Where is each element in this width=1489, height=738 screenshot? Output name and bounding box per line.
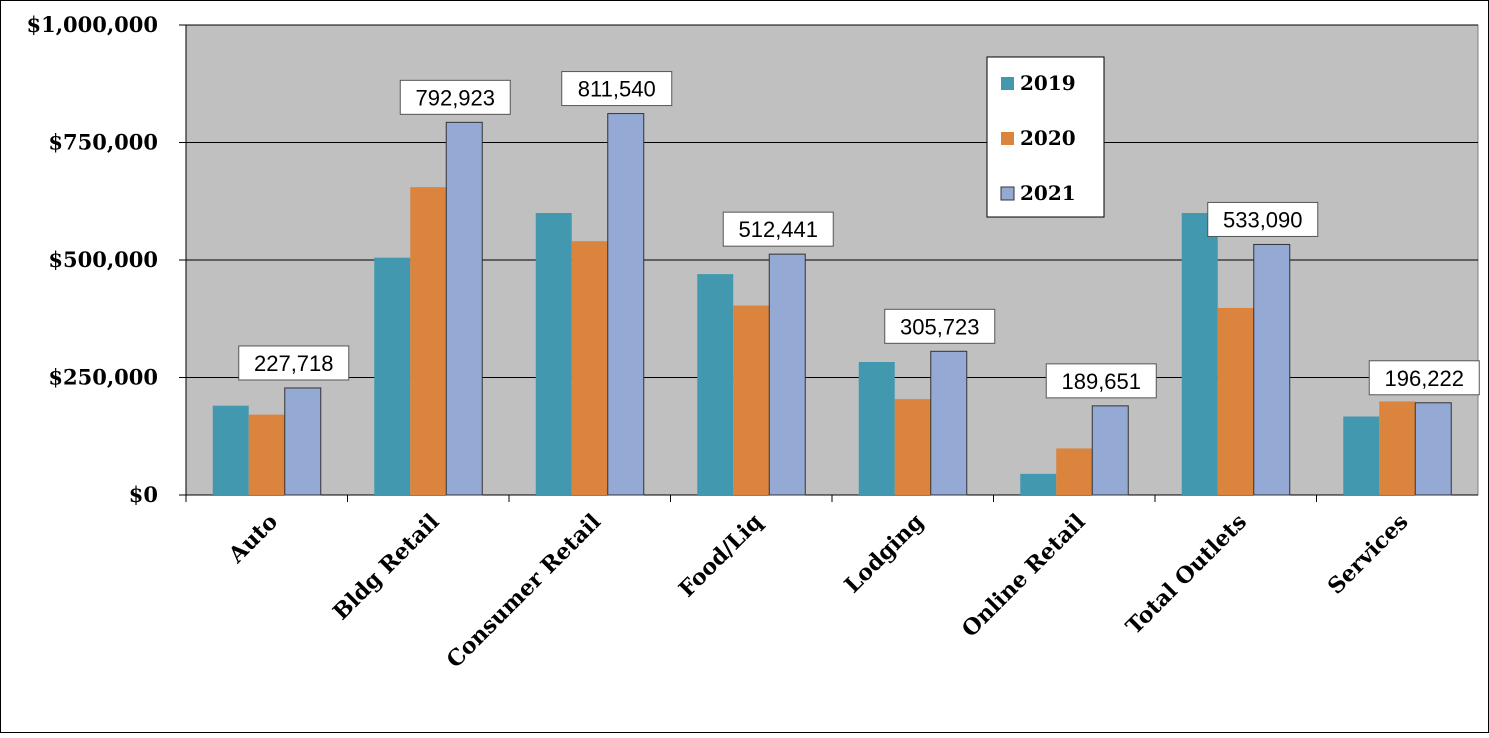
data-label-box	[1045, 363, 1157, 399]
data-label-box	[1207, 201, 1319, 237]
y-tick-label: $500,000	[48, 247, 158, 272]
bar-2020-bldg-retail	[410, 187, 447, 495]
bar-2019-auto	[212, 405, 249, 495]
bar-2021-auto	[284, 387, 322, 496]
bar-2021-bldg-retail	[445, 121, 483, 496]
data-label: 792,923	[415, 85, 495, 110]
data-label: 512,441	[738, 217, 818, 242]
bar-2021-services	[1414, 402, 1452, 496]
data-label: 227,718	[254, 351, 334, 376]
legend-swatch-2021	[1000, 186, 1015, 201]
bar-2021-food-liq	[768, 253, 806, 496]
bar-2019-services	[1343, 416, 1380, 495]
data-label-box	[238, 345, 350, 381]
bar-2019-online-retail	[1020, 473, 1057, 495]
bar-2021-consumer-retail	[607, 113, 645, 496]
y-tick-label: $750,000	[48, 130, 158, 155]
data-label: 189,651	[1061, 369, 1141, 394]
data-label: 305,723	[900, 314, 980, 339]
y-tick-label: $0	[129, 482, 158, 507]
bar-2019-consumer-retail	[535, 213, 572, 495]
bar-2019-lodging	[858, 361, 895, 495]
legend-swatch-2020	[1001, 132, 1014, 145]
data-label-box	[1368, 360, 1480, 396]
bar-2021-online-retail	[1091, 405, 1129, 496]
y-tick-label: $1,000,000	[26, 12, 158, 37]
bar-2020-consumer-retail	[571, 241, 608, 495]
data-label: 811,540	[578, 77, 656, 102]
bar-2020-food-liq	[733, 305, 770, 495]
bar-2020-lodging	[894, 399, 931, 495]
bar-2020-total-outlets	[1217, 307, 1254, 495]
bar-2019-bldg-retail	[374, 257, 411, 495]
bar-2020-online-retail	[1056, 448, 1093, 495]
bar-2021-lodging	[930, 350, 968, 496]
data-label: 533,090	[1223, 207, 1303, 232]
bar-2019-food-liq	[697, 274, 734, 495]
data-label-box	[884, 308, 996, 344]
data-label-box	[722, 211, 834, 247]
data-label: 196,222	[1384, 366, 1464, 391]
data-label-box	[399, 79, 511, 115]
bar-2021-total-outlets	[1253, 243, 1291, 496]
y-tick-label: $250,000	[48, 365, 158, 390]
data-label-box	[561, 71, 673, 107]
bar-2019-total-outlets	[1181, 213, 1218, 495]
legend-label-2019: 2019	[1020, 71, 1076, 95]
legend-swatch-2019	[1001, 77, 1014, 90]
legend-label-2021: 2021	[1020, 181, 1076, 205]
bar-2020-auto	[248, 414, 285, 495]
bar-2020-services	[1379, 401, 1416, 495]
legend-label-2020: 2020	[1020, 126, 1076, 150]
